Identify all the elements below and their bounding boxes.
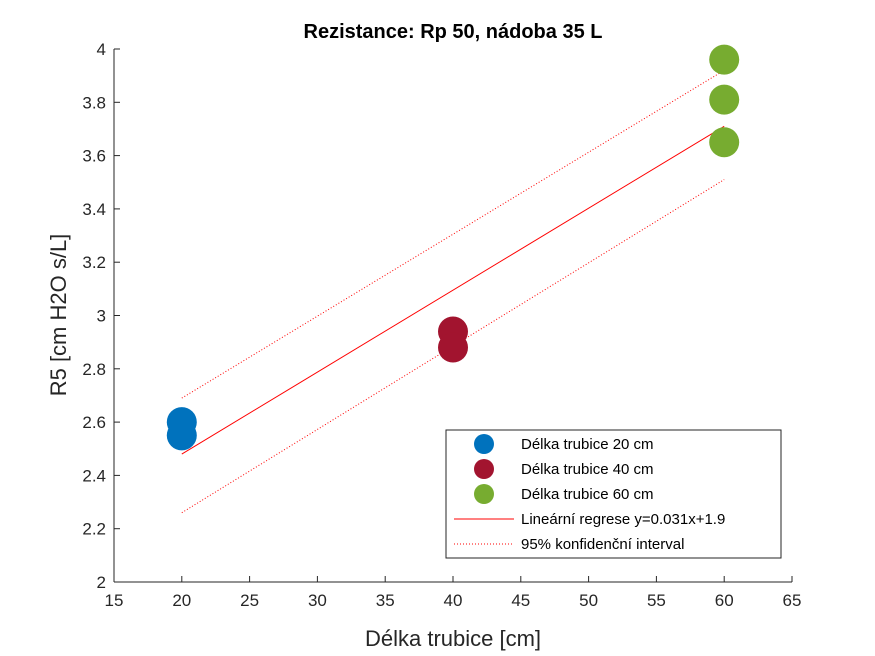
data-point	[709, 84, 740, 115]
axes: 15 20 25 30 35 40 45 50 55 60 65 2 2.2 2.4 2.6 2.8 3 3.2 3…	[82, 40, 801, 610]
legend-label: Délka trubice 20 cm	[521, 436, 654, 453]
legend-label: Lineární regrese y=0.031x+1.9	[521, 511, 725, 528]
legend-marker	[474, 484, 494, 504]
y-tick-label: 2	[97, 573, 106, 592]
legend-marker	[474, 459, 494, 479]
x-tick-label: 55	[647, 591, 666, 610]
y-tick-label: 3.2	[82, 253, 106, 272]
y-tick-label: 3.6	[82, 147, 106, 166]
legend-label: Délka trubice 40 cm	[521, 461, 654, 478]
y-tick-label: 2.6	[82, 413, 106, 432]
legend: Délka trubice 20 cm Délka trubice 40 cm Dé…	[445, 429, 782, 559]
y-tick-label: 2.8	[82, 360, 106, 379]
x-tick-label: 50	[579, 591, 598, 610]
x-tick-label: 35	[376, 591, 395, 610]
x-axis-label: Délka trubice [cm]	[365, 626, 541, 651]
plot-area	[166, 44, 740, 514]
data-point	[709, 127, 740, 158]
data-point	[709, 44, 740, 75]
y-tick-label: 2.2	[82, 520, 106, 539]
legend-marker	[474, 434, 494, 454]
y-tick-label: 3.8	[82, 93, 106, 112]
x-tick-label: 60	[715, 591, 734, 610]
chart-title: Rezistance: Rp 50, nádoba 35 L	[304, 21, 603, 43]
x-tick-label: 30	[308, 591, 327, 610]
y-axis-label: R5 [cm H2O s/L]	[46, 234, 71, 397]
legend-label: 95% konfidenční interval	[521, 536, 684, 553]
x-tick-label: 40	[444, 591, 463, 610]
confidence-upper-line	[181, 69, 725, 399]
data-point	[166, 420, 197, 451]
data-point	[438, 332, 468, 363]
x-tick-label: 45	[511, 591, 530, 610]
y-tick-label: 3.4	[82, 200, 106, 219]
x-tick-label: 25	[240, 591, 259, 610]
x-tick-label: 20	[172, 591, 191, 610]
legend-label: Délka trubice 60 cm	[521, 486, 654, 503]
y-tick-label: 4	[97, 40, 106, 59]
legend-box	[445, 429, 782, 559]
x-tick-label: 15	[105, 591, 124, 610]
regression-line	[181, 125, 725, 455]
y-tick-label: 2.4	[82, 466, 106, 485]
y-tick-label: 3	[97, 307, 106, 326]
x-tick-label: 65	[783, 591, 802, 610]
